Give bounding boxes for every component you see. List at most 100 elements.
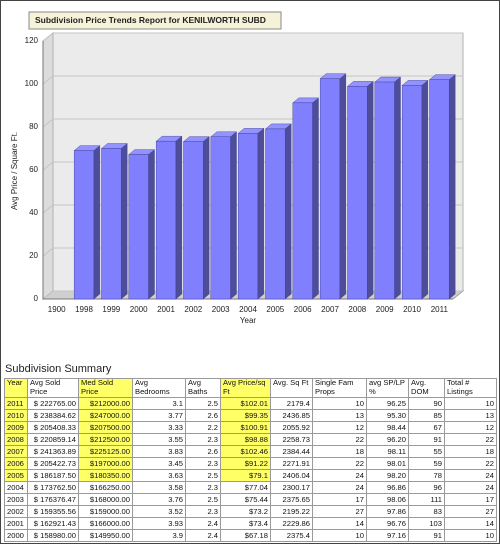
table-cell: 96.76 (366, 517, 409, 530)
column-header: Avg Bedrooms (132, 378, 186, 398)
table-cell: 103 (408, 517, 445, 530)
table-cell: 2009 (4, 421, 28, 434)
table-row: 2006 $ 205422.73 $197000.00 3.45 2.3 $91.22 22… (4, 457, 497, 470)
column-header: Med Sold Price (78, 378, 133, 398)
y-tick-label: 80 (29, 122, 38, 131)
table-cell: 24 (444, 469, 497, 482)
table-cell: 2.3 (185, 433, 221, 446)
table-cell: $ 222765.00 (27, 397, 79, 410)
table-cell: 2406.04 (270, 469, 313, 482)
table-cell: 59 (408, 457, 445, 470)
bar (374, 76, 402, 300)
table-row: 2005 $ 186187.50 $180350.00 3.63 2.5 $79.1 240… (4, 469, 497, 482)
table-cell: 22 (312, 433, 367, 446)
bar-side (257, 127, 265, 300)
bar (182, 136, 210, 300)
table-cell: 22 (444, 457, 497, 470)
table-cell: 97.16 (366, 529, 409, 542)
table-cell: 14 (444, 517, 497, 530)
table-row: 2009 $ 205408.33 $207500.00 3.33 2.2 $100.91 2… (4, 421, 497, 434)
table-cell: 2.5 (185, 493, 221, 506)
summary-table: Year Avg Sold Price Med Sold Price Avg Bedr… (4, 378, 497, 542)
table-cell: 3.77 (132, 409, 186, 422)
column-header: Avg. Sq Ft (270, 378, 313, 398)
table-cell: 97.86 (366, 505, 409, 518)
bar-front (347, 86, 368, 300)
table-cell: $197000.00 (78, 457, 133, 470)
bar-front (401, 85, 423, 300)
grid-segment (42, 32, 463, 42)
bar (264, 123, 292, 300)
table-cell: $ 186187.50 (27, 469, 79, 482)
bar-front (237, 133, 259, 300)
table-cell: 2000 (4, 529, 28, 542)
bar-side (312, 97, 319, 300)
table-cell: $91.22 (220, 457, 271, 470)
table-cell: 2.5 (185, 397, 221, 410)
table-cell: 2010 (4, 409, 28, 422)
table-cell: 55 (408, 445, 445, 458)
table-cell: 2258.73 (270, 433, 313, 446)
x-tick-label: 2011 (431, 305, 449, 314)
table-cell: $212500.00 (78, 433, 133, 446)
table-cell: $159000.00 (78, 505, 133, 518)
table-cell: $ 220859.14 (27, 433, 79, 446)
x-tick-label: 1998 (75, 305, 93, 314)
table-cell: 27 (444, 505, 497, 518)
table-cell: 2.5 (185, 469, 221, 482)
table-cell: 3.83 (132, 445, 186, 458)
table-cell: 2011 (4, 397, 28, 410)
table-cell: $ 176376.47 (27, 493, 79, 506)
table-cell: 24 (312, 469, 367, 482)
column-header: Single Fam Props (312, 378, 367, 398)
table-cell: 3.9 (132, 529, 186, 542)
x-tick-label: 2008 (348, 305, 366, 314)
table-cell: 2.6 (185, 409, 221, 422)
table-cell: 96.86 (366, 481, 409, 494)
summary-title: Subdivision Summary (5, 363, 112, 375)
bar-front (128, 154, 149, 300)
bar-side (202, 136, 210, 300)
header-row: Year Avg Sold Price Med Sold Price Avg Bedr… (4, 378, 497, 398)
x-tick-label: 1900 (48, 305, 66, 314)
table-cell: 24 (312, 481, 367, 494)
table-row: 2000 $ 158980.00 $149950.00 3.9 2.4 $67.18 237… (4, 529, 497, 542)
table-cell: 2.4 (185, 529, 221, 542)
table-cell: 2384.44 (270, 445, 313, 458)
table-cell: 2.3 (185, 481, 221, 494)
table-cell: 2001 (4, 517, 28, 530)
y-tick-label: 0 (34, 294, 39, 303)
bar (346, 80, 374, 300)
table-cell: 22 (444, 433, 497, 446)
table-cell: 3.52 (132, 505, 186, 518)
chart: Subdivision Price Trends Report for KENI… (10, 11, 465, 325)
x-tick-label: 2010 (403, 305, 421, 314)
column-header: Avg Baths (185, 378, 221, 398)
table-cell: 85 (408, 409, 445, 422)
table-cell: 22 (312, 457, 367, 470)
table-cell: $225125.00 (78, 445, 133, 458)
table-cell: 2004 (4, 481, 28, 494)
bar-side (148, 149, 155, 300)
bar-side (366, 80, 374, 300)
y-tick-label: 100 (25, 79, 39, 88)
y-tick-label: 20 (29, 251, 38, 260)
bar-side (175, 135, 183, 300)
y-tick-label: 40 (29, 208, 38, 217)
table-cell: 17 (444, 493, 497, 506)
table-cell: 3.76 (132, 493, 186, 506)
table-cell: 2195.22 (270, 505, 313, 518)
table-cell: 3.58 (132, 481, 186, 494)
x-tick-label: 2005 (266, 305, 284, 314)
table-cell: 3.93 (132, 517, 186, 530)
column-header: Avg Sold Price (27, 378, 79, 398)
table-cell: $ 241363.89 (27, 445, 79, 458)
grid-line (42, 32, 463, 42)
column-header: avg SP/LP % (366, 378, 409, 398)
y-tick-label: 120 (25, 36, 39, 45)
table-cell: $ 158980.00 (27, 529, 79, 542)
table-row: 2001 $ 162921.43 $166000.00 3.93 2.4 $73.4 222… (4, 517, 497, 530)
table-cell: 95.30 (366, 409, 409, 422)
column-header: Avg. DOM (408, 378, 445, 398)
